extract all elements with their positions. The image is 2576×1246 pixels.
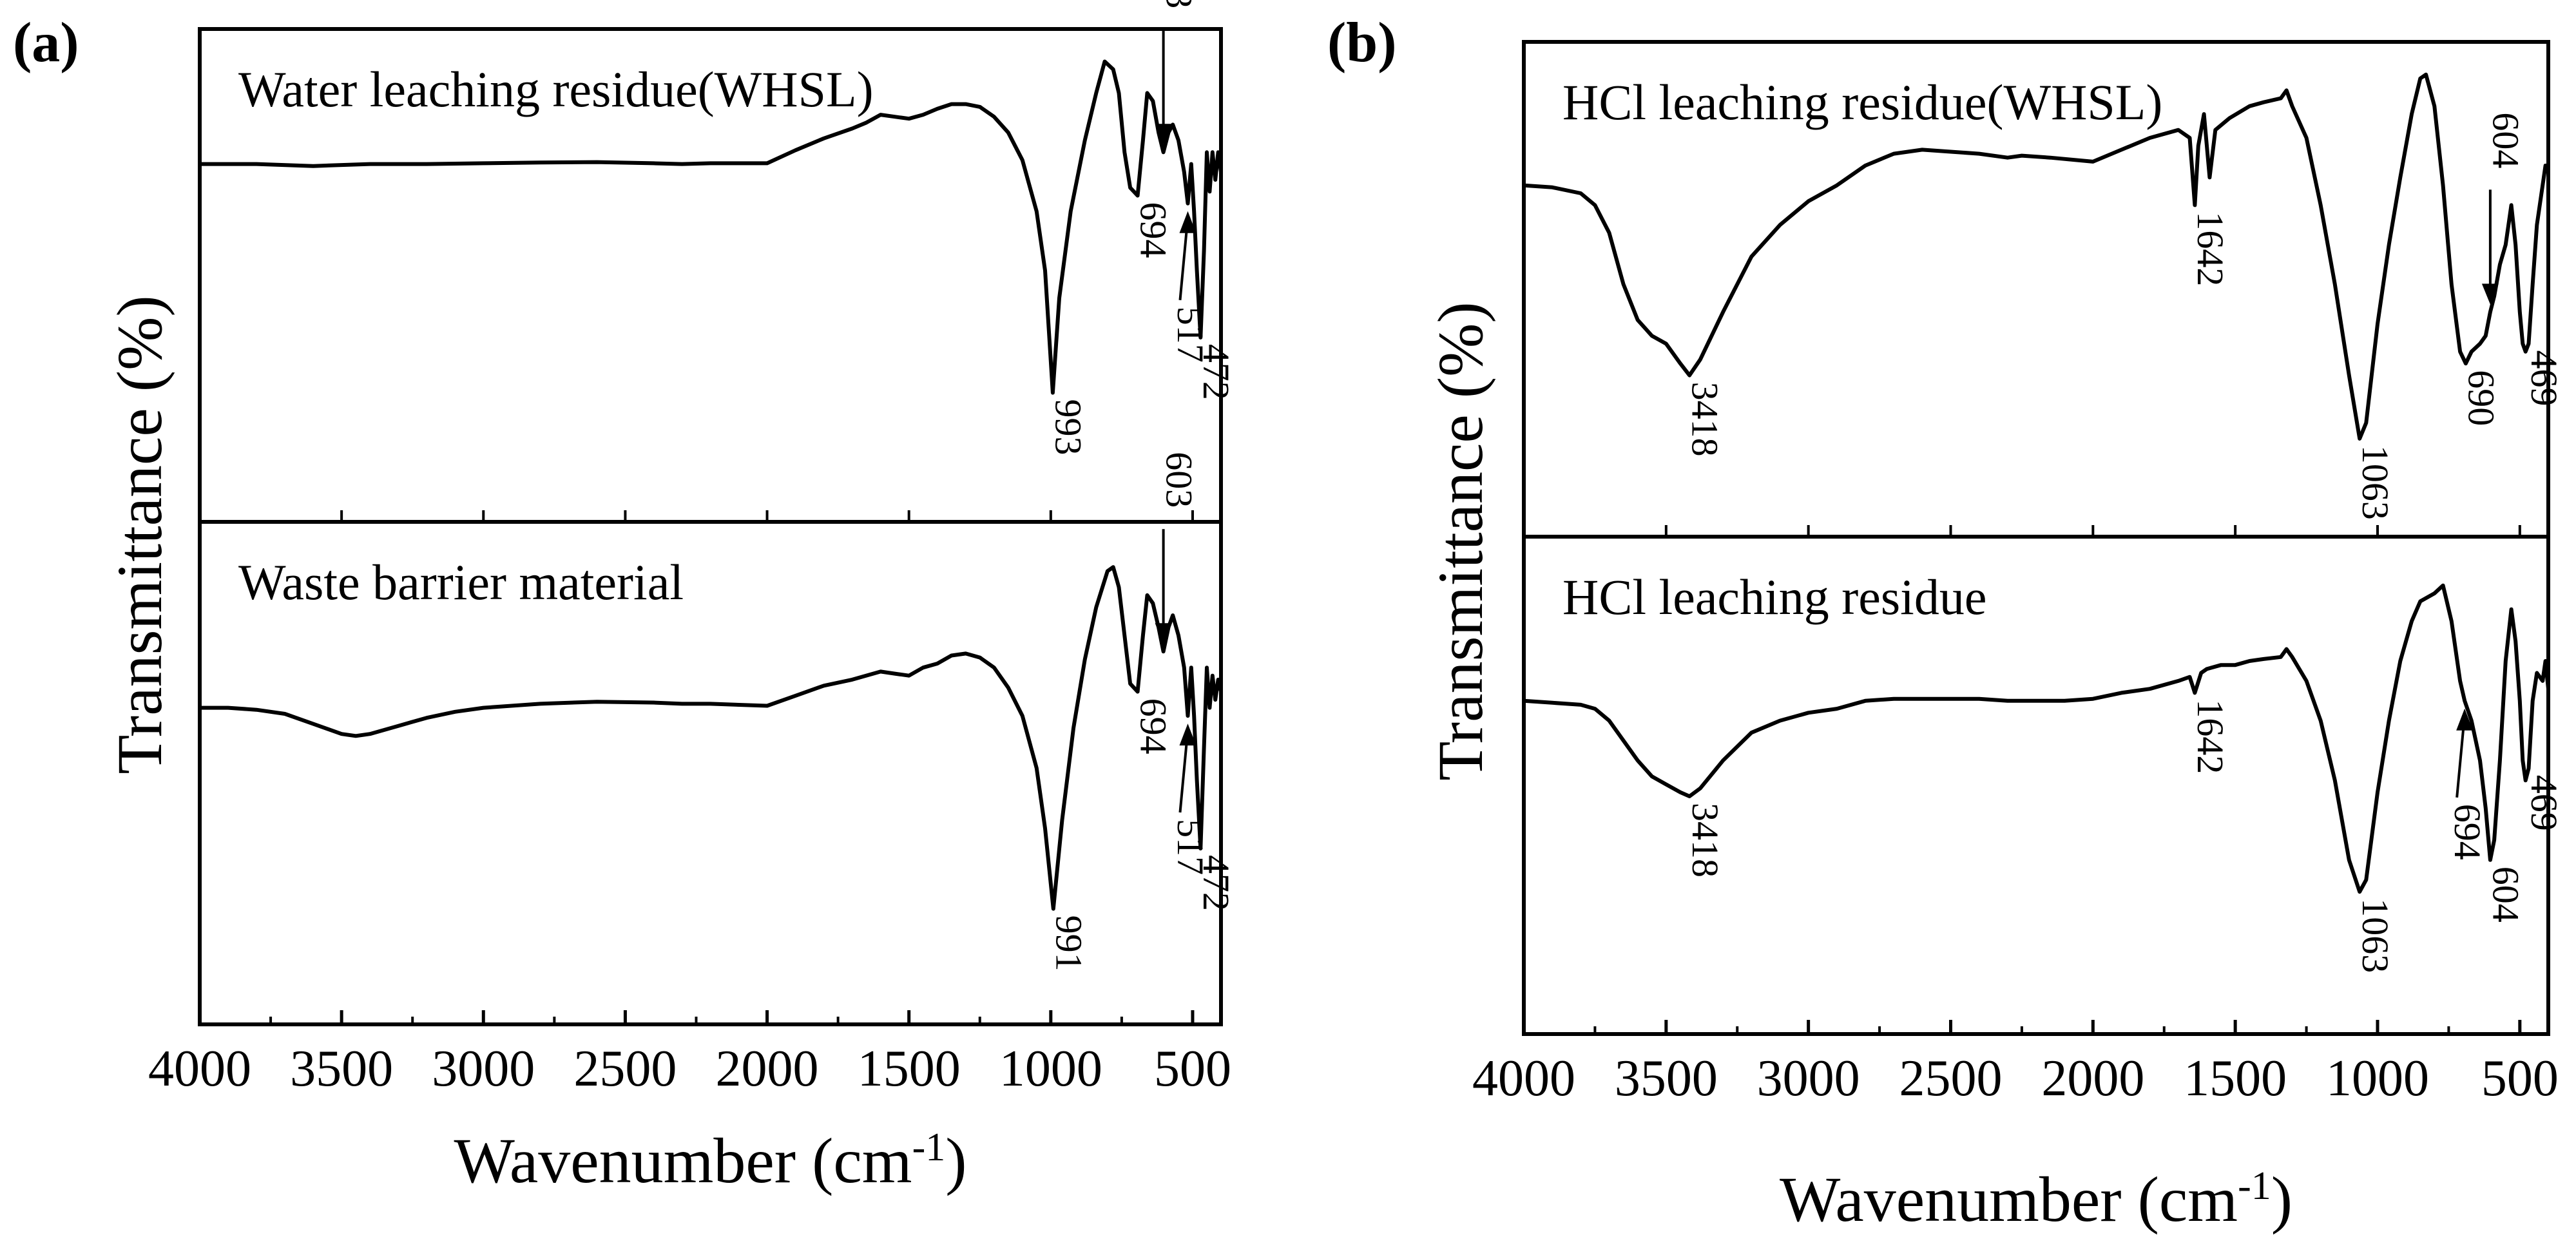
arrow-head: [1155, 124, 1172, 145]
x-tick-label: 3000: [432, 1040, 535, 1097]
spectrum-line: [200, 565, 1223, 911]
chart-panel-b: (b) 4000 3500 3000 2500 2000 1500 1000 500 Wavenu…: [1327, 12, 2565, 1235]
x-tick-label: 3500: [290, 1040, 393, 1097]
series-upper: HCl leaching residue(WHSL) 3418 1642 1063 69…: [1523, 72, 2565, 520]
y-axis-label: Transmittance (%): [104, 295, 175, 774]
peak-label-604: 604: [2485, 867, 2527, 923]
x-tick-label: 2000: [716, 1040, 819, 1097]
arrow-head: [1179, 724, 1197, 746]
plot-frame: [198, 27, 1223, 1026]
peak-label-1642: 1642: [2189, 699, 2231, 774]
series-lower: HCl leaching residue 3418 1642 1063 694 604 46…: [1523, 569, 2565, 973]
peak-label-469: 469: [2523, 350, 2565, 406]
spectrum-line: [200, 59, 1223, 395]
x-tick-label: 4000: [1472, 1050, 1575, 1107]
spectrum-line: [1523, 583, 2550, 894]
peak-label-517: 517: [1169, 307, 1211, 363]
arrow-head: [1155, 623, 1172, 644]
spectrum-line: [1523, 72, 2548, 441]
x-tick-label: 1500: [858, 1040, 961, 1097]
x-axis-label: Wavenumber (cm-1): [454, 1125, 966, 1196]
peak-label-3418: 3418: [1684, 803, 1726, 877]
peak-label-690: 690: [2461, 370, 2503, 426]
peak-label-993: 993: [1048, 399, 1090, 455]
series-label: Water leaching residue(WHSL): [238, 61, 874, 117]
peak-label-472: 472: [1195, 855, 1237, 911]
series-upper: Water leaching residue(WHSL) 993 694 603 517…: [200, 0, 1237, 455]
x-tick-label: 1000: [999, 1040, 1102, 1097]
peak-label-517: 517: [1169, 819, 1211, 875]
peak-label-1063: 1063: [2354, 445, 2396, 520]
peak-label-469: 469: [2523, 775, 2565, 831]
peak-label-991: 991: [1048, 915, 1090, 972]
series-label: Waste barrier material: [238, 554, 684, 610]
x-tick-label: 2500: [1899, 1050, 2003, 1107]
x-tick-label: 500: [1154, 1040, 1231, 1097]
series-label: HCl leaching residue: [1562, 569, 1986, 625]
x-tick-label: 2000: [2041, 1050, 2144, 1107]
peak-label-472: 472: [1195, 344, 1237, 400]
series-label: HCl leaching residue(WHSL): [1562, 74, 2162, 130]
x-tick-label: 4000: [148, 1040, 251, 1097]
y-axis-label: Transmittance (%): [1425, 302, 1496, 780]
arrow-head: [2481, 283, 2499, 305]
peak-label-694: 694: [1132, 698, 1174, 754]
peak-label-603: 603: [1158, 452, 1200, 508]
panel-label: (b): [1327, 12, 1397, 74]
peak-label-604: 604: [2485, 112, 2527, 168]
peak-label-3418: 3418: [1684, 382, 1726, 457]
x-axis-label: Wavenumber (cm-1): [1780, 1164, 2292, 1235]
x-tick-label: 3500: [1615, 1050, 1718, 1107]
peak-label-1642: 1642: [2189, 211, 2231, 286]
x-tick-label: 500: [2481, 1050, 2559, 1107]
arrow-head: [2456, 708, 2474, 731]
chart-panel-a: (a) 4000 3500 3000 2500 2000 1500 1000 500 Wavenu…: [13, 0, 1237, 1196]
peak-label-694: 694: [1132, 202, 1174, 258]
peak-label-694: 694: [2446, 804, 2488, 860]
x-tick-label: 2500: [573, 1040, 677, 1097]
x-tick-label: 1500: [2184, 1050, 2287, 1107]
peak-label-1063: 1063: [2354, 898, 2396, 973]
panel-label: (a): [13, 12, 79, 74]
peak-label-603: 603: [1158, 0, 1200, 8]
x-tick-label: 3000: [1757, 1050, 1860, 1107]
x-tick-label: 1000: [2326, 1050, 2429, 1107]
arrow-head: [1179, 211, 1197, 233]
